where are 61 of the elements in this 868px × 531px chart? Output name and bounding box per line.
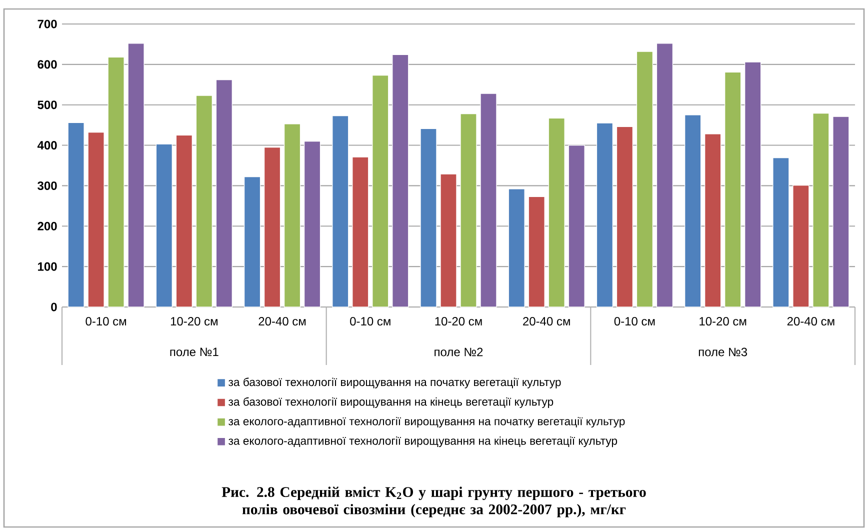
- y-tick-label: 0: [51, 302, 57, 312]
- x-tick-label: 20-40 см: [787, 317, 834, 326]
- bar: [724, 72, 742, 308]
- bar: [420, 128, 437, 308]
- bar: [156, 144, 173, 308]
- bar: [744, 62, 762, 308]
- bar: [68, 122, 84, 308]
- bar: [772, 157, 790, 308]
- y-tick-label: 200: [38, 222, 57, 230]
- bar: [636, 51, 654, 308]
- x-tick-label: 0-10 см: [86, 317, 126, 326]
- y-tick-label: 100: [38, 262, 57, 271]
- legend-label: за базової технології вирощування на початку вегетації культур: [228, 378, 561, 388]
- y-tick-label: 600: [38, 60, 57, 69]
- bar: [284, 124, 301, 308]
- text: поле №3: [698, 348, 748, 356]
- legend-label: за базової технології вирощування на кінець вегетації культур: [228, 397, 554, 408]
- bar: [304, 140, 321, 308]
- bar: [392, 54, 409, 308]
- y-tick-label: 700: [38, 20, 57, 28]
- bar: [264, 146, 281, 308]
- x-tick-label: 10-20 см: [170, 317, 218, 326]
- bar: [616, 126, 634, 308]
- y-tick-label: 400: [37, 141, 57, 150]
- x-tick-label: 10-20 см: [435, 317, 482, 326]
- bar: [568, 144, 585, 308]
- x-tick-label: 0-10 см: [350, 317, 390, 326]
- bar: [812, 113, 830, 308]
- bar: [244, 176, 261, 308]
- text: поле №1: [170, 348, 218, 356]
- bar: [88, 132, 104, 308]
- bar: [548, 118, 565, 308]
- legend-label: за еколого-адаптивної технології вирощування на початку вегетації культур: [228, 416, 625, 428]
- bar: [460, 113, 477, 308]
- bar: [108, 56, 124, 308]
- bar: [480, 93, 497, 308]
- bar: [196, 95, 213, 308]
- bar: [332, 115, 349, 308]
- x-tick-label: 10-20 см: [700, 317, 746, 326]
- bar: [832, 116, 850, 308]
- x-tick-label: 0-10 см: [614, 317, 655, 326]
- x-tick-label: 20-40 см: [523, 317, 570, 326]
- text: Рис. 2.8 Середній вміст K$_{2}$O у шарі грунту першого - третього полів овочевої сівозміни (середнє за 2002-2007 рр.), мг/кг: [222, 486, 646, 518]
- bar: [792, 184, 810, 308]
- bar: [440, 174, 457, 308]
- bar: [704, 134, 722, 308]
- y-tick-label: 500: [38, 100, 57, 110]
- x-tick-label: 20-40 см: [258, 317, 306, 326]
- bar: [528, 196, 545, 308]
- y-tick-label: 300: [38, 181, 57, 190]
- bar: [508, 188, 525, 308]
- bar: [372, 75, 389, 308]
- bar: [352, 156, 369, 308]
- bar: [176, 134, 193, 308]
- bar: [656, 43, 674, 308]
- bar: [596, 122, 614, 308]
- bar: [684, 114, 702, 308]
- text: поле №2: [434, 348, 483, 356]
- bar: [128, 43, 144, 308]
- legend-label: за еколого-адаптивної технології вирощування на кінець вегетації культур: [228, 436, 618, 448]
- bar: [216, 79, 233, 308]
